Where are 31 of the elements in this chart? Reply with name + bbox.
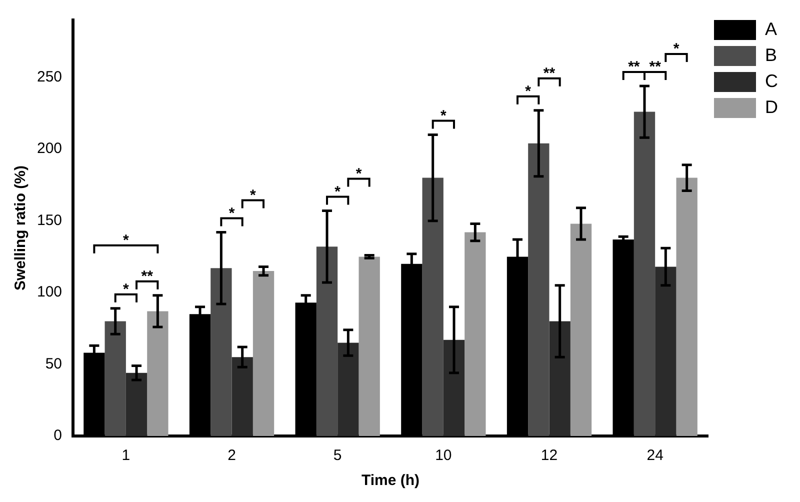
- annotation: *: [673, 40, 680, 58]
- y-tick-label: 0: [54, 427, 62, 444]
- x-tick-label: 12: [540, 447, 558, 464]
- legend-label: D: [765, 96, 778, 117]
- legend-label: B: [765, 44, 778, 65]
- x-tick-label: 10: [435, 447, 452, 464]
- annotation: **: [543, 65, 556, 82]
- annotation: *: [525, 83, 532, 100]
- annotation: *: [228, 204, 235, 222]
- annotation: **: [628, 58, 640, 76]
- annotation: **: [141, 268, 154, 286]
- annotation: *: [250, 186, 256, 204]
- x-tick-label: 1: [122, 447, 130, 464]
- legend-label: C: [765, 70, 778, 91]
- x-tick-label: 2: [228, 447, 236, 464]
- annotation: *: [356, 165, 362, 182]
- x-tick-label: 5: [333, 447, 342, 464]
- y-tick-label: 100: [36, 284, 62, 301]
- y-tick-label: 50: [45, 355, 62, 372]
- x-axis-title: Time (h): [361, 472, 420, 490]
- y-tick-label: 250: [36, 68, 62, 86]
- x-tick-label: 24: [646, 447, 664, 464]
- annotation: *: [334, 183, 341, 200]
- legend-label: A: [765, 18, 778, 39]
- annotation: *: [123, 232, 130, 250]
- annotation: *: [123, 280, 130, 298]
- y-tick-label: 200: [36, 140, 62, 158]
- y-axis-title: Swelling ratio (%): [12, 165, 30, 291]
- annotation: *: [440, 107, 447, 124]
- annotation: **: [649, 58, 662, 76]
- y-tick-label: 150: [36, 212, 62, 229]
